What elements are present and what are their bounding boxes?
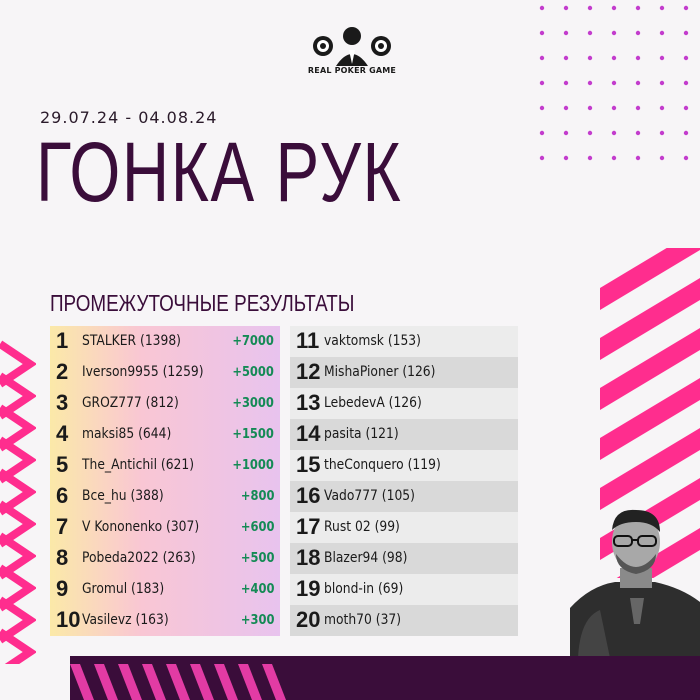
rank-number: 6 bbox=[56, 483, 69, 508]
leaderboard-row: 4 maksi85 (644) +1500 bbox=[50, 419, 280, 450]
rank-number: 17 bbox=[296, 514, 321, 539]
leaderboard-row: 8 Pobeda2022 (263) +500 bbox=[50, 543, 280, 574]
leaderboard-row: 12 MishaPioner (126) bbox=[290, 357, 518, 388]
leaderboard-row: 5 The_Antichil (621) +1000 bbox=[50, 450, 280, 481]
leaderboard-row: 11 vaktomsk (153) bbox=[290, 326, 518, 357]
rank-number: 7 bbox=[56, 514, 69, 539]
player-name: Pobeda2022 (263) bbox=[82, 550, 196, 566]
player-name: MishaPioner (126) bbox=[324, 364, 436, 380]
leaderboard-row: 16 Vado777 (105) bbox=[290, 481, 518, 512]
prize-amount: +5000 bbox=[232, 364, 274, 380]
player-name: Blazer94 (98) bbox=[324, 550, 408, 566]
leaderboard-row: 1 STALKER (1398) +7000 bbox=[50, 326, 280, 357]
prize-amount: +800 bbox=[240, 488, 274, 504]
rank-number: 18 bbox=[296, 545, 321, 570]
player-name: theConquero (119) bbox=[324, 457, 441, 473]
poker-logo-icon bbox=[313, 27, 391, 66]
rank-number: 2 bbox=[56, 359, 69, 384]
player-name: blond-in (69) bbox=[324, 581, 404, 597]
rank-number: 9 bbox=[56, 576, 69, 601]
leaderboard-row: 20 moth70 (37) bbox=[290, 605, 518, 636]
leaderboard-row: 19 blond-in (69) bbox=[290, 574, 518, 605]
leaderboard-row: 7 V Kononenko (307) +600 bbox=[50, 512, 280, 543]
bottom-band-decoration bbox=[70, 656, 700, 700]
player-name: pasita (121) bbox=[324, 426, 399, 442]
dot-grid-decoration bbox=[539, 5, 689, 161]
player-name: GROZ777 (812) bbox=[82, 395, 179, 411]
rank-number: 14 bbox=[296, 421, 321, 446]
leaderboard-row: 18 Blazer94 (98) bbox=[290, 543, 518, 574]
player-name: Gromul (183) bbox=[82, 581, 165, 597]
player-name: Bce_hu (388) bbox=[82, 488, 164, 504]
rank-number: 8 bbox=[56, 545, 69, 570]
leaderboard-row: 15 theConquero (119) bbox=[290, 450, 518, 481]
prize-amount: +3000 bbox=[232, 395, 274, 411]
leaderboard-row: 3 GROZ777 (812) +3000 bbox=[50, 388, 280, 419]
rank-number: 19 bbox=[296, 576, 321, 601]
logo-text: REAL POKER GAME bbox=[307, 66, 397, 75]
rank-number: 20 bbox=[296, 607, 321, 632]
prize-amount: +7000 bbox=[232, 333, 274, 349]
rank-number: 12 bbox=[296, 359, 321, 384]
leaderboard-top10: 1 STALKER (1398) +7000 2 Iverson9955 (1259) +… bbox=[50, 326, 280, 636]
leaderboard-row: 17 Rust 02 (99) bbox=[290, 512, 518, 543]
leaderboard-11-20: 11 vaktomsk (153) 12 MishaPioner (126) 13 Leb… bbox=[290, 326, 518, 636]
player-name: maksi85 (644) bbox=[82, 426, 172, 442]
rank-number: 1 bbox=[56, 328, 69, 353]
leaderboard-row: 13 LebedevA (126) bbox=[290, 388, 518, 419]
leaderboard-row: 6 Bce_hu (388) +800 bbox=[50, 481, 280, 512]
player-name: moth70 (37) bbox=[324, 612, 402, 628]
rank-number: 15 bbox=[296, 452, 321, 477]
prize-amount: +500 bbox=[240, 550, 274, 566]
leaderboard-row: 14 pasita (121) bbox=[290, 419, 518, 450]
leaderboard-row: 2 Iverson9955 (1259) +5000 bbox=[50, 357, 280, 388]
rank-number: 3 bbox=[56, 390, 69, 415]
player-name: Vasilevz (163) bbox=[82, 612, 169, 628]
rank-number: 5 bbox=[56, 452, 69, 477]
chevron-decoration bbox=[0, 340, 36, 664]
logo: REAL POKER GAME bbox=[306, 24, 398, 80]
leaderboard-row: 9 Gromul (183) +400 bbox=[50, 574, 280, 605]
player-name: V Kononenko (307) bbox=[82, 519, 200, 535]
rank-number: 4 bbox=[56, 421, 69, 446]
prize-amount: +600 bbox=[240, 519, 274, 535]
page-title: ГОНКА РУК bbox=[36, 125, 403, 219]
prize-amount: +400 bbox=[240, 581, 274, 597]
player-name: Rust 02 (99) bbox=[324, 519, 400, 535]
prize-amount: +300 bbox=[240, 612, 274, 628]
player-name: Vado777 (105) bbox=[324, 488, 415, 504]
date-range: 29.07.24 - 04.08.24 bbox=[40, 108, 218, 127]
player-name: LebedevA (126) bbox=[324, 395, 422, 411]
page-subtitle: ПРОМЕЖУТОЧНЫЕ РЕЗУЛЬТАТЫ bbox=[50, 290, 355, 316]
player-photo bbox=[570, 509, 700, 658]
player-name: The_Antichil (621) bbox=[82, 457, 195, 473]
player-name: Iverson9955 (1259) bbox=[82, 364, 204, 380]
rank-number: 10 bbox=[56, 607, 81, 632]
leaderboard-row: 10 Vasilevz (163) +300 bbox=[50, 605, 280, 636]
rank-number: 13 bbox=[296, 390, 321, 415]
rank-number: 11 bbox=[296, 328, 320, 353]
prize-amount: +1500 bbox=[232, 426, 274, 442]
rank-number: 16 bbox=[296, 483, 321, 508]
player-name: STALKER (1398) bbox=[82, 333, 181, 349]
player-name: vaktomsk (153) bbox=[324, 333, 421, 349]
prize-amount: +1000 bbox=[232, 457, 274, 473]
